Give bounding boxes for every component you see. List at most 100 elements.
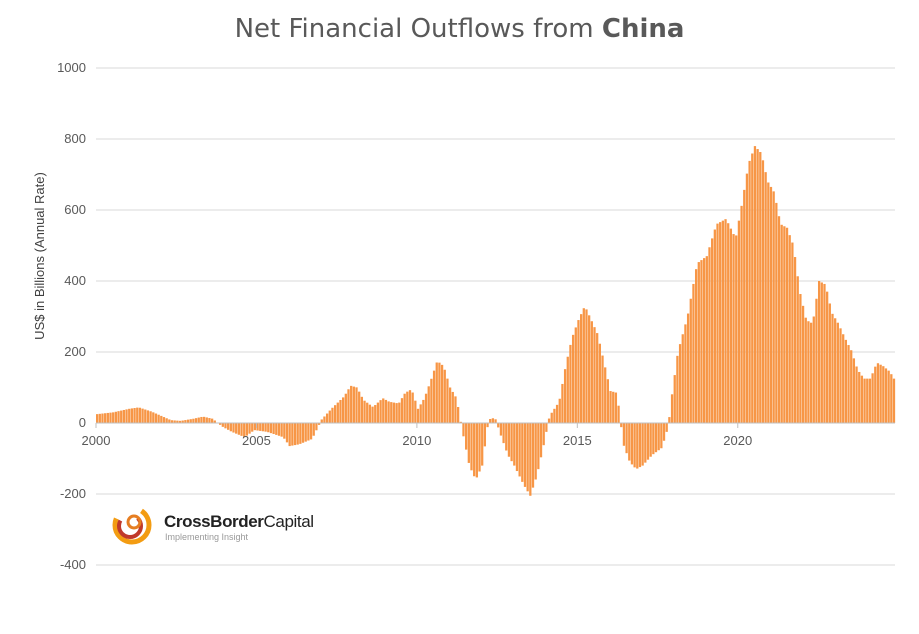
bar (339, 399, 342, 423)
bar (558, 398, 561, 423)
bar (796, 276, 799, 423)
bar (237, 423, 240, 435)
bar (416, 408, 420, 423)
x-tick-label: 2005 (242, 433, 271, 448)
bar (398, 402, 401, 423)
bar (328, 410, 331, 423)
x-tick-label: 2020 (723, 433, 752, 448)
bar (275, 423, 278, 435)
bar (342, 397, 345, 423)
bar (866, 378, 869, 423)
axes: -400 -200 0 200 400 600 800 1000 2000 2005 2010 201… (57, 60, 895, 572)
bar (884, 368, 888, 423)
bar (435, 362, 438, 423)
bar (101, 413, 104, 423)
bar (390, 402, 393, 423)
bar (350, 385, 353, 423)
bar (732, 234, 735, 423)
bar (192, 418, 195, 423)
bar (783, 226, 786, 423)
bar (176, 420, 179, 423)
bar (563, 369, 567, 423)
bar (352, 386, 355, 423)
bar (112, 412, 115, 423)
bar (820, 282, 823, 423)
bar (376, 402, 380, 423)
bar (473, 423, 476, 477)
bar (593, 327, 596, 423)
bar (283, 423, 286, 439)
bar (486, 423, 489, 428)
bar (165, 418, 168, 423)
gridlines (96, 67, 895, 566)
bar (646, 423, 650, 460)
bar (408, 390, 412, 423)
bar (743, 189, 746, 423)
bar (566, 356, 569, 423)
bar (775, 202, 778, 423)
y-axis-label: US$ in Billions (Annual Rate) (32, 172, 47, 340)
bar (382, 398, 385, 423)
bar (494, 419, 497, 423)
bar (320, 419, 323, 423)
bar (697, 262, 700, 423)
bar (612, 391, 615, 423)
bar (510, 423, 513, 462)
bar (660, 423, 663, 449)
y-tick-label: 200 (64, 344, 86, 359)
bar (657, 423, 660, 451)
bar (125, 409, 128, 423)
bar (545, 423, 548, 432)
bar (542, 423, 545, 446)
bar (713, 229, 716, 423)
bar (141, 408, 144, 423)
bar (344, 393, 347, 423)
bar (652, 423, 655, 455)
chart-title: Net Financial Outflows from China (234, 14, 685, 44)
bar (577, 320, 580, 423)
bar (555, 404, 559, 423)
bar (248, 423, 251, 434)
bar (98, 413, 101, 423)
bar (288, 423, 291, 447)
bar (186, 419, 190, 423)
bar (684, 324, 687, 423)
bar (529, 423, 532, 496)
y-tick-label: 400 (64, 273, 86, 288)
bar (839, 328, 842, 423)
bar (280, 423, 283, 437)
bar (716, 223, 719, 423)
bar (735, 235, 738, 423)
bar (890, 374, 893, 423)
bar (277, 423, 281, 436)
bar (333, 405, 337, 423)
bar (154, 413, 158, 423)
bar (304, 423, 307, 442)
bar-series (96, 146, 896, 496)
bar (331, 407, 334, 423)
bar (293, 423, 297, 446)
y-tick-label: -200 (60, 486, 86, 501)
bar (804, 317, 807, 423)
bar (539, 423, 543, 458)
y-tick-label: 600 (64, 202, 86, 217)
bar (633, 423, 636, 468)
bar (309, 423, 313, 440)
bar (366, 402, 369, 423)
bar (686, 313, 690, 423)
bar (836, 322, 839, 423)
bar (120, 410, 123, 423)
bar (403, 393, 406, 423)
bar (780, 224, 783, 423)
bar (641, 423, 644, 466)
bar (662, 423, 666, 441)
bar (622, 423, 626, 446)
bar (756, 149, 759, 423)
bar (740, 205, 743, 423)
bar (296, 423, 299, 445)
bar (269, 423, 273, 434)
bar (456, 407, 460, 423)
bar (194, 418, 198, 423)
bar (197, 417, 200, 423)
bar (860, 375, 864, 423)
